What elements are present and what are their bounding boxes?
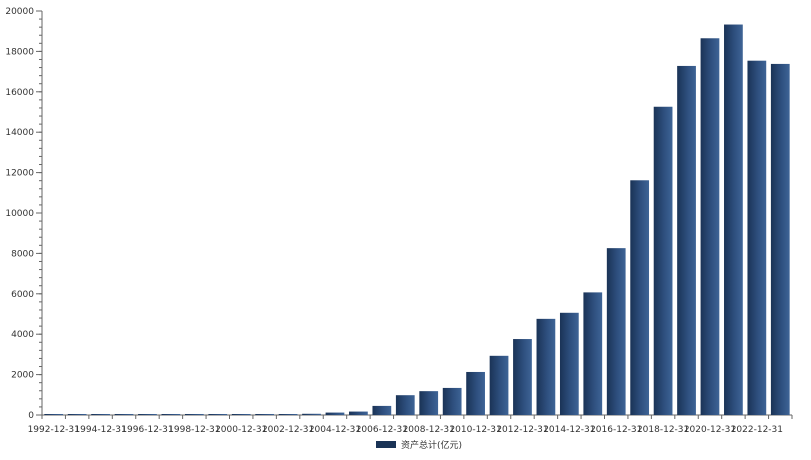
bar[interactable] (630, 180, 650, 415)
x-tick-label: 1994-12-31 (74, 425, 126, 435)
bar[interactable] (653, 106, 673, 415)
bar[interactable] (349, 411, 368, 415)
y-tick-label: 16000 (5, 88, 34, 98)
bar[interactable] (91, 414, 110, 415)
x-tick-label: 2012-12-31 (496, 425, 548, 435)
x-tick-label: 1998-12-31 (168, 425, 220, 435)
bars-group (44, 24, 790, 416)
x-tick-label: 2002-12-31 (262, 425, 314, 435)
bar[interactable] (442, 387, 462, 415)
bar[interactable] (184, 414, 204, 415)
x-tick-label: 2000-12-31 (215, 425, 267, 435)
bar[interactable] (44, 414, 64, 415)
y-tick-label: 0 (28, 411, 34, 421)
y-tick-label: 14000 (5, 128, 34, 138)
x-tick-label: 2014-12-31 (543, 425, 595, 435)
y-axis: 0 2000 4000 6000 8000 10000 12000 14000 16000 180… (5, 7, 43, 421)
y-tick-label: 4000 (11, 330, 34, 340)
bar[interactable] (67, 414, 87, 415)
y-tick-label: 10000 (5, 209, 34, 219)
x-tick-label: 2006-12-31 (356, 425, 408, 435)
x-tick-label: 1992-12-31 (28, 425, 80, 435)
y-tick-label: 8000 (11, 249, 34, 259)
bar[interactable] (325, 412, 345, 415)
bar[interactable] (278, 414, 298, 415)
bar[interactable] (606, 248, 626, 415)
bar[interactable] (677, 65, 696, 415)
bar[interactable] (302, 413, 321, 415)
x-tick-label: 2016-12-31 (590, 425, 642, 435)
x-axis: 1992-12-311994-12-311996-12-311998-12-31… (28, 414, 793, 435)
bar[interactable] (466, 371, 485, 415)
x-tick-label: 2004-12-31 (309, 425, 361, 435)
x-tick-label: 2010-12-31 (449, 425, 501, 435)
bar[interactable] (724, 24, 743, 416)
y-tick-label: 20000 (5, 7, 34, 17)
legend-swatch (376, 441, 396, 448)
y-tick-label: 18000 (5, 47, 34, 57)
y-tick-label: 12000 (5, 169, 34, 179)
x-tick-label: 2008-12-31 (403, 425, 455, 435)
legend[interactable]: 资产总计(亿元) (376, 439, 462, 451)
x-tick-label: 1996-12-31 (121, 425, 173, 435)
x-tick-label: 2020-12-31 (684, 425, 736, 435)
x-tick-label: 2022-12-31 (731, 425, 783, 435)
bar[interactable] (208, 414, 228, 415)
y-tick-label: 6000 (11, 290, 34, 300)
legend-label: 资产总计(亿元) (401, 439, 462, 451)
bar[interactable] (161, 414, 181, 415)
bar[interactable] (489, 355, 509, 415)
bar[interactable] (700, 38, 720, 416)
bar[interactable] (372, 405, 392, 415)
bar[interactable] (114, 414, 134, 415)
bar[interactable] (536, 318, 556, 415)
bar[interactable] (559, 312, 579, 415)
bar[interactable] (138, 414, 157, 415)
bar[interactable] (583, 292, 603, 415)
bar[interactable] (395, 395, 415, 415)
bar[interactable] (255, 414, 275, 415)
bar[interactable] (231, 414, 251, 415)
bar[interactable] (419, 391, 439, 415)
y-tick-label: 2000 (11, 371, 34, 381)
bar[interactable] (770, 63, 790, 416)
bar[interactable] (513, 339, 532, 415)
bar[interactable] (747, 60, 767, 415)
x-tick-label: 2018-12-31 (637, 425, 689, 435)
